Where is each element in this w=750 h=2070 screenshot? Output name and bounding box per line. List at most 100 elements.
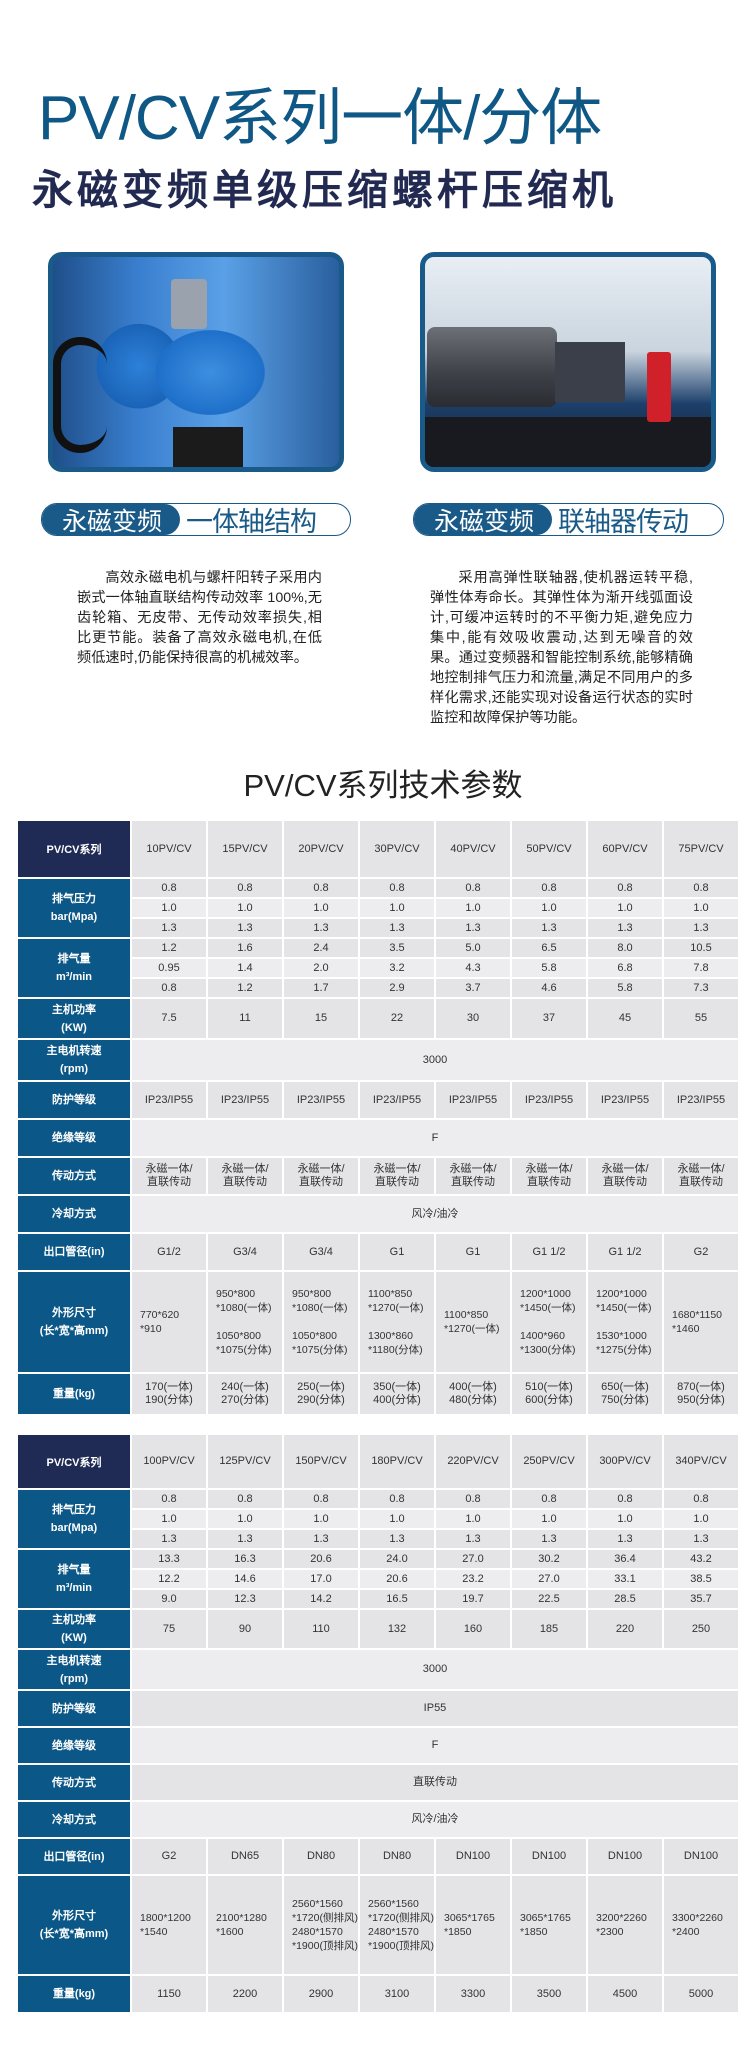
dimensions-value: 3200*2260 *2300 [588,1876,662,1974]
outlet-size-value: DN100 [588,1839,662,1874]
air-delivery-value: 6.8 [588,959,662,977]
weight-label: 重量(kg) [18,1976,130,2012]
weight-value: 350(一体) 400(分体) [360,1374,434,1414]
badge-right-label: 一体轴结构 [186,507,317,536]
discharge-pressure-value: 0.8 [664,879,738,897]
outlet-size-value: G1 1/2 [512,1234,586,1270]
air-delivery-value: 30.2 [512,1550,586,1568]
discharge-pressure-value: 1.3 [664,919,738,937]
air-delivery-value: 38.5 [664,1570,738,1588]
weight-value: 2900 [284,1976,358,2012]
discharge-pressure-value: 1.3 [208,919,282,937]
insulation-class-label: 绝缘等级 [18,1728,130,1763]
motor-power-value: 37 [512,999,586,1038]
discharge-pressure-value: 0.8 [588,1490,662,1508]
air-delivery-value: 7.3 [664,979,738,997]
discharge-pressure-value: 0.8 [132,879,206,897]
outlet-size-value: G3/4 [208,1234,282,1270]
outlet-size-value: G1/2 [132,1234,206,1270]
discharge-pressure-value: 1.3 [588,1530,662,1548]
drive-type-label: 传动方式 [18,1765,130,1800]
air-delivery-value: 5.0 [436,939,510,957]
air-delivery-value: 1.2 [208,979,282,997]
model-header: 180PV/CV [360,1435,434,1488]
discharge-pressure-label: 排气压力 bar(Mpa) [18,1490,130,1548]
discharge-pressure-value: 0.8 [360,1490,434,1508]
air-delivery-value: 20.6 [360,1570,434,1588]
motor-power-value: 90 [208,1610,282,1648]
air-delivery-value: 0.95 [132,959,206,977]
discharge-pressure-value: 0.8 [512,879,586,897]
air-delivery-value: 12.3 [208,1590,282,1608]
discharge-pressure-value: 1.0 [284,899,358,917]
discharge-pressure-value: 1.0 [132,899,206,917]
dimensions-value: 3065*1765 *1850 [512,1876,586,1974]
discharge-pressure-value: 1.0 [360,899,434,917]
air-delivery-value: 7.8 [664,959,738,977]
drive-type-value: 永磁一体/ 直联传动 [360,1158,434,1194]
protection-class-value: IP23/IP55 [664,1082,738,1118]
outlet-size-value: DN80 [284,1839,358,1874]
model-header: 125PV/CV [208,1435,282,1488]
insulation-class-label: 绝缘等级 [18,1120,130,1156]
air-delivery-value: 19.7 [436,1590,510,1608]
discharge-pressure-value: 1.0 [208,899,282,917]
outlet-size-value: DN100 [512,1839,586,1874]
drive-type-value: 永磁一体/ 直联传动 [436,1158,510,1194]
cooling-type-value: 风冷/油冷 [132,1196,738,1232]
discharge-pressure-value: 1.0 [436,899,510,917]
weight-value: 510(一体) 600(分体) [512,1374,586,1414]
drive-type-label: 传动方式 [18,1158,130,1194]
air-delivery-value: 5.8 [512,959,586,977]
discharge-pressure-value: 1.0 [208,1510,282,1528]
motor-power-value: 22 [360,999,434,1038]
air-delivery-value: 8.0 [588,939,662,957]
discharge-pressure-value: 1.0 [664,899,738,917]
air-delivery-value: 10.5 [664,939,738,957]
model-header: 10PV/CV [132,821,206,877]
dimensions-label: 外形尺寸 (长*宽*高mm) [18,1876,130,1974]
air-delivery-value: 27.0 [436,1550,510,1568]
air-delivery-value: 28.5 [588,1590,662,1608]
discharge-pressure-value: 1.0 [512,899,586,917]
discharge-pressure-value: 0.8 [208,879,282,897]
air-delivery-value: 12.2 [132,1570,206,1588]
dimensions-value: 950*800 *1080(一体) 1050*800 *1075(分体) [284,1272,358,1372]
model-header: 340PV/CV [664,1435,738,1488]
discharge-pressure-label: 排气压力 bar(Mpa) [18,879,130,937]
model-header: 100PV/CV [132,1435,206,1488]
air-delivery-value: 3.7 [436,979,510,997]
protection-class-value: IP55 [132,1691,738,1726]
protection-class-value: IP23/IP55 [132,1082,206,1118]
protection-class-value: IP23/IP55 [360,1082,434,1118]
air-delivery-value: 24.0 [360,1550,434,1568]
motor-power-value: 185 [512,1610,586,1648]
model-header: 300PV/CV [588,1435,662,1488]
drive-type-value: 永磁一体/ 直联传动 [664,1158,738,1194]
outlet-size-value: DN80 [360,1839,434,1874]
air-delivery-value: 23.2 [436,1570,510,1588]
outlet-size-value: G2 [664,1234,738,1270]
discharge-pressure-value: 0.8 [360,879,434,897]
dimensions-value: 1200*1000 *1450(一体) 1400*960 *1300(分体) [512,1272,586,1372]
protection-class-value: IP23/IP55 [588,1082,662,1118]
air-delivery-value: 22.5 [512,1590,586,1608]
motor-power-value: 110 [284,1610,358,1648]
air-delivery-value: 16.3 [208,1550,282,1568]
air-delivery-value: 4.6 [512,979,586,997]
air-delivery-value: 1.7 [284,979,358,997]
dimensions-value: 770*620 *910 [132,1272,206,1372]
dimensions-value: 3065*1765 *1850 [436,1876,510,1974]
discharge-pressure-value: 1.0 [284,1510,358,1528]
discharge-pressure-value: 1.3 [436,1530,510,1548]
air-delivery-value: 1.2 [132,939,206,957]
air-delivery-value: 1.4 [208,959,282,977]
outlet-size-label: 出口管径(in) [18,1839,130,1874]
weight-value: 650(一体) 750(分体) [588,1374,662,1414]
protection-class-label: 防护等级 [18,1691,130,1726]
outlet-size-value: G2 [132,1839,206,1874]
air-delivery-value: 14.2 [284,1590,358,1608]
motor-power-value: 132 [360,1610,434,1648]
weight-value: 170(一体) 190(分体) [132,1374,206,1414]
badge-left-label: 永磁变频 [414,504,553,535]
